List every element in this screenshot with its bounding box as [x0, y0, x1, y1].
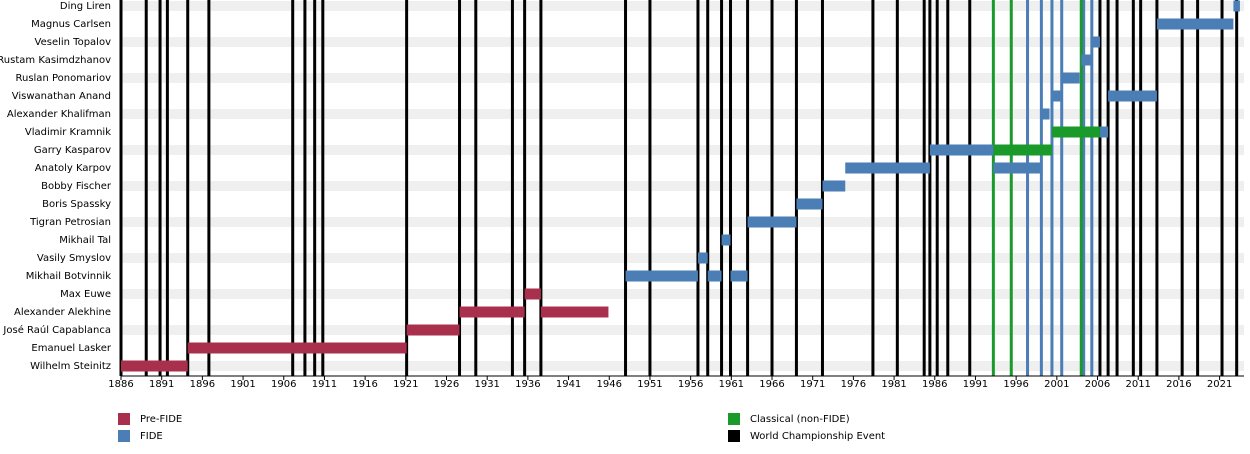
- reign-bar: [993, 144, 1052, 156]
- row-stripe: [121, 217, 1244, 227]
- row-stripe: [121, 325, 1244, 335]
- row-stripe: [121, 253, 1244, 263]
- reign-bar: [1108, 90, 1157, 102]
- x-tick-label: 2001: [1044, 379, 1069, 390]
- reign-bar: [524, 288, 541, 300]
- reign-bar: [822, 180, 846, 192]
- reign-bar: [459, 306, 525, 318]
- y-tick-label: Garry Kasparov: [34, 145, 111, 156]
- x-tick-label: 1946: [597, 379, 622, 390]
- reign-bar: [1081, 54, 1092, 66]
- reign-bar: [121, 360, 188, 372]
- reign-bar: [845, 162, 930, 174]
- y-tick-label: Ding Liren: [60, 1, 111, 12]
- x-tick-label: 1941: [556, 379, 581, 390]
- x-tick-label: 1956: [678, 379, 703, 390]
- y-tick-label: Veselin Topalov: [35, 37, 112, 48]
- x-tick-label: 1961: [719, 379, 744, 390]
- y-tick-label: Alexander Alekhine: [14, 307, 111, 318]
- x-tick-label: 1911: [312, 379, 337, 390]
- legend-swatch: [118, 413, 130, 425]
- row-stripe: [121, 361, 1244, 371]
- x-tick-label: 1981: [881, 379, 906, 390]
- x-tick-label: 2021: [1207, 379, 1232, 390]
- y-tick-label: Anatoly Karpov: [35, 163, 111, 174]
- row-stripe: [121, 289, 1244, 299]
- row-stripe: [121, 37, 1244, 47]
- row-stripe: [121, 1, 1244, 11]
- x-tick-label: 1926: [434, 379, 459, 390]
- reign-bar: [1051, 126, 1100, 138]
- y-tick-label: Emanuel Lasker: [31, 343, 111, 354]
- y-tick-label: Mikhail Botvinnik: [26, 271, 111, 282]
- y-tick-label: Tigran Petrosian: [29, 217, 111, 228]
- legend-swatch: [118, 430, 130, 442]
- y-tick-label: Boris Spassky: [42, 199, 111, 210]
- x-tick-label: 1986: [922, 379, 947, 390]
- y-tick-label: Viswanathan Anand: [12, 91, 111, 102]
- x-tick-label: 1991: [963, 379, 988, 390]
- x-tick-label: 1936: [515, 379, 540, 390]
- y-tick-label: Magnus Carlsen: [31, 19, 111, 30]
- x-tick-label: 1971: [800, 379, 825, 390]
- x-tick-label: 2011: [1125, 379, 1150, 390]
- x-tick-label: 1976: [841, 379, 866, 390]
- legend-swatch: [728, 430, 740, 442]
- y-tick-label: Max Euwe: [60, 289, 111, 300]
- reign-bar: [1099, 126, 1109, 138]
- legend-swatch: [728, 413, 740, 425]
- legend-label: Pre-FIDE: [140, 414, 182, 425]
- x-tick-label: 2016: [1166, 379, 1191, 390]
- x-tick-label: 1996: [1003, 379, 1028, 390]
- y-tick-label: Wilhelm Steinitz: [30, 361, 111, 372]
- x-tick-label: 1891: [149, 379, 174, 390]
- y-tick-label: José Raúl Capablanca: [2, 324, 111, 336]
- x-tick-label: 1896: [190, 379, 215, 390]
- reign-bar: [747, 216, 797, 228]
- y-tick-label: Vladimir Kramnik: [25, 127, 111, 138]
- reign-bar: [697, 252, 708, 264]
- reign-bar: [1051, 90, 1062, 102]
- row-stripe: [121, 109, 1244, 119]
- legend-label: FIDE: [140, 431, 163, 442]
- reign-bar: [730, 270, 748, 282]
- x-tick-label: 1966: [759, 379, 784, 390]
- reign-bar: [1233, 0, 1240, 12]
- reign-bar: [187, 342, 407, 354]
- reign-bar: [929, 144, 994, 156]
- x-tick-label: 2006: [1085, 379, 1110, 390]
- reign-bar: [406, 324, 460, 336]
- x-tick-label: 1886: [108, 379, 133, 390]
- y-tick-label: Alexander Khalifman: [7, 109, 111, 120]
- reign-bar: [721, 234, 731, 246]
- x-tick-label: 1931: [474, 379, 499, 390]
- row-stripe: [121, 145, 1244, 155]
- y-tick-label: Mikhail Tal: [59, 235, 111, 246]
- reign-bar: [1061, 72, 1080, 84]
- x-tick-label: 1921: [393, 379, 418, 390]
- y-tick-label: Ruslan Ponomariov: [15, 73, 111, 84]
- row-stripe: [121, 181, 1244, 191]
- reign-bar: [540, 306, 609, 318]
- row-stripe: [121, 73, 1244, 83]
- y-tick-label: Rustam Kasimdzhanov: [0, 55, 111, 66]
- reign-bar: [796, 198, 823, 210]
- reign-bar: [625, 270, 698, 282]
- legend-label: World Championship Event: [750, 431, 885, 442]
- reign-bar: [707, 270, 722, 282]
- reign-bar: [1091, 36, 1100, 48]
- x-tick-label: 1901: [230, 379, 255, 390]
- x-tick-label: 1951: [637, 379, 662, 390]
- y-tick-label: Vasily Smyslov: [37, 253, 111, 264]
- x-tick-label: 1906: [271, 379, 296, 390]
- legend-label: Classical (non-FIDE): [750, 414, 850, 425]
- reign-bar: [1041, 108, 1050, 120]
- y-tick-label: Bobby Fischer: [41, 181, 112, 192]
- reign-bar: [1156, 18, 1234, 30]
- reign-bar: [993, 162, 1042, 174]
- x-tick-label: 1916: [352, 379, 377, 390]
